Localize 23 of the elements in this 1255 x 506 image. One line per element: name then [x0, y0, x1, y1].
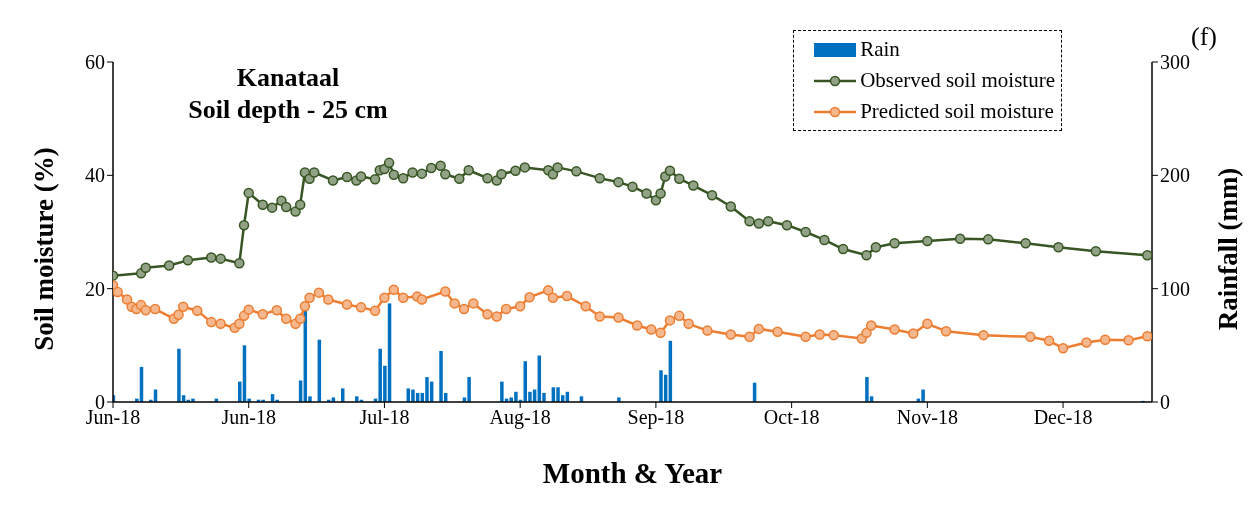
legend-label: Rain	[860, 37, 900, 62]
text: (f)	[1191, 22, 1217, 52]
x-tick-label: Dec-18	[1033, 406, 1093, 429]
text: Soil depth - 25 cm	[187, 95, 389, 125]
x-tick-label: Jul-18	[359, 406, 410, 429]
x-tick-label: Nov-18	[896, 406, 958, 429]
y2-tick-label: 0	[1160, 391, 1170, 414]
legend-label: Predicted soil moisture	[860, 99, 1054, 124]
legend-label: Observed soil moisture	[860, 68, 1055, 93]
y-tick-label: 20	[85, 277, 105, 300]
x-tick-label: Aug-18	[489, 406, 551, 430]
y2-axis-title: Rainfall (mm)	[1213, 167, 1245, 331]
y-tick-label: 60	[85, 51, 105, 74]
y2-tick-label: 200	[1160, 164, 1190, 187]
x-tick-label: Sep-18	[627, 406, 685, 430]
chart-title: Kanataal	[235, 63, 341, 93]
y-axis-title: Soil moisture (%)	[28, 147, 60, 351]
x-tick-label: Oct-18	[763, 406, 820, 429]
y2-tick-label: 300	[1160, 51, 1190, 74]
x-axis-title: Month & Year	[541, 457, 724, 490]
y2-tick-label: 100	[1160, 277, 1190, 300]
y-tick-label: 40	[85, 164, 105, 187]
x-tick-label: Jun-18	[221, 406, 276, 429]
